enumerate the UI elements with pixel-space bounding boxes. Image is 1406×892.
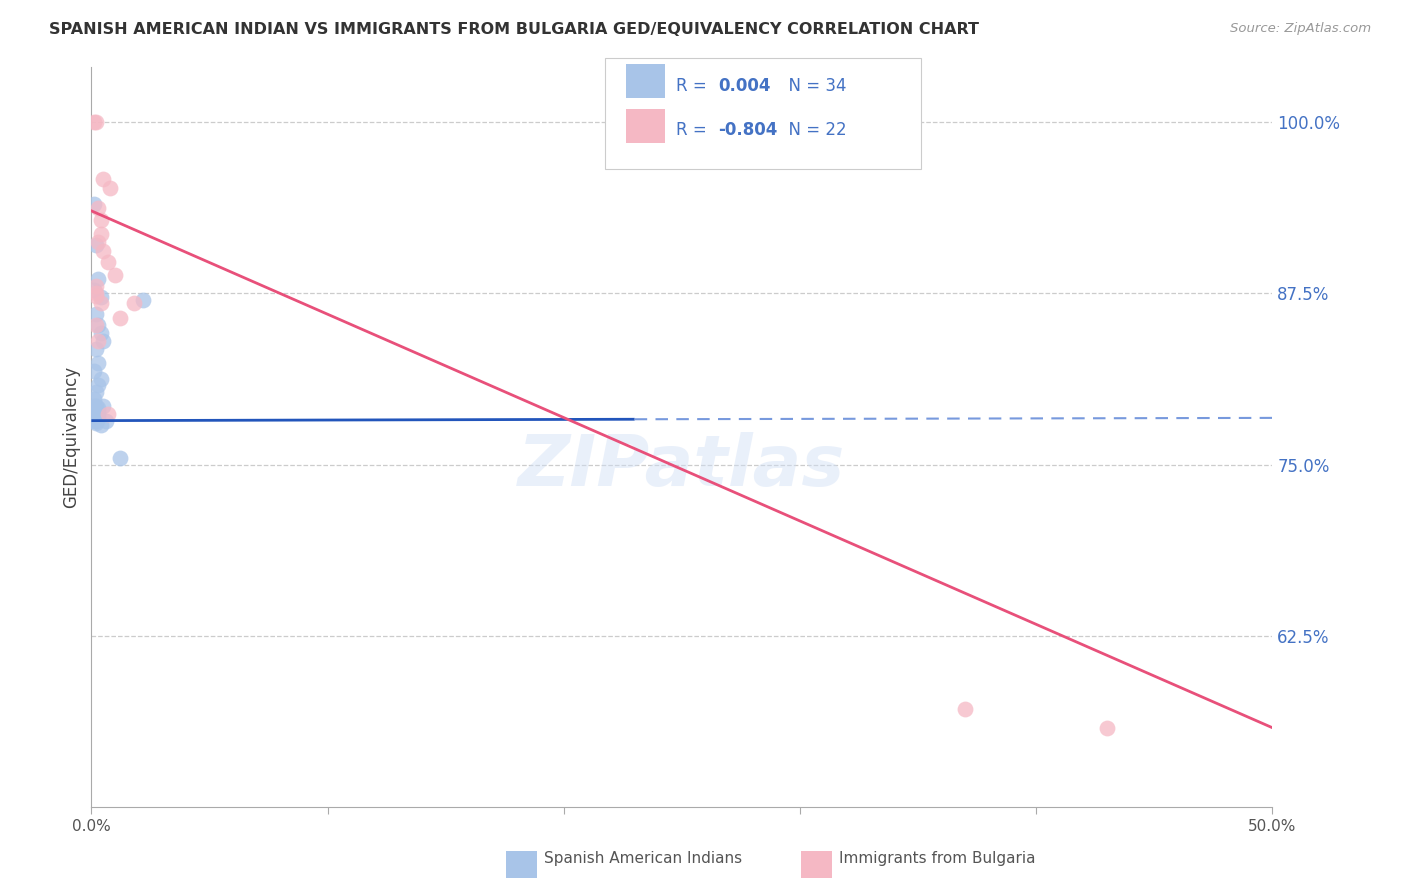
Point: [87, 401, 110, 416]
Point: [83, 114, 105, 128]
Point: [84, 307, 107, 321]
Point: [83, 284, 105, 298]
Point: [84, 417, 107, 431]
Point: [84, 289, 107, 303]
Point: [84, 238, 107, 252]
Point: [104, 268, 127, 283]
Point: [84, 286, 107, 301]
Text: Spanish American Indians: Spanish American Indians: [544, 851, 742, 865]
Point: [90, 213, 112, 227]
Point: [87, 378, 110, 392]
Point: [91, 399, 114, 413]
Text: N = 34: N = 34: [778, 77, 846, 95]
Point: [83, 364, 105, 378]
Text: R =: R =: [676, 121, 713, 139]
Point: [955, 701, 977, 715]
Point: [87, 272, 110, 286]
Point: [108, 310, 131, 325]
Y-axis label: GED/Equivalency: GED/Equivalency: [62, 366, 80, 508]
Text: Source: ZipAtlas.com: Source: ZipAtlas.com: [1230, 22, 1371, 36]
Point: [84, 318, 107, 332]
Text: R =: R =: [676, 77, 713, 95]
Point: [87, 334, 110, 348]
Text: 0.004: 0.004: [718, 77, 770, 95]
Point: [90, 326, 112, 340]
Point: [98, 180, 121, 194]
Point: [87, 405, 110, 419]
Point: [132, 293, 155, 307]
Point: [97, 407, 120, 421]
Point: [90, 227, 112, 242]
Point: [91, 172, 114, 186]
Point: [94, 414, 117, 428]
Point: [87, 410, 110, 425]
Point: [84, 399, 107, 413]
Point: [87, 235, 110, 250]
Point: [97, 254, 120, 268]
Point: [84, 114, 107, 128]
Point: [87, 356, 110, 370]
Point: [1095, 721, 1118, 735]
Point: [90, 372, 112, 386]
Point: [84, 414, 107, 428]
Text: SPANISH AMERICAN INDIAN VS IMMIGRANTS FROM BULGARIA GED/EQUIVALENCY CORRELATION : SPANISH AMERICAN INDIAN VS IMMIGRANTS FR…: [49, 22, 979, 37]
Point: [83, 392, 105, 406]
Point: [83, 404, 105, 418]
Text: -0.804: -0.804: [718, 121, 778, 139]
Text: N = 22: N = 22: [778, 121, 846, 139]
Point: [91, 334, 114, 348]
Point: [83, 410, 105, 425]
Point: [108, 450, 131, 465]
Point: [90, 290, 112, 304]
Point: [83, 399, 105, 413]
Point: [84, 412, 107, 426]
Point: [87, 407, 110, 421]
Point: [87, 201, 110, 215]
Point: [84, 410, 107, 425]
Text: Immigrants from Bulgaria: Immigrants from Bulgaria: [839, 851, 1036, 865]
Point: [90, 417, 112, 432]
Point: [84, 384, 107, 399]
Point: [91, 244, 114, 258]
Point: [87, 318, 110, 332]
Point: [84, 279, 107, 293]
Point: [84, 343, 107, 357]
Point: [90, 295, 112, 310]
Point: [83, 414, 105, 428]
Point: [83, 197, 105, 211]
Point: [122, 295, 145, 310]
Text: ZIPatlas: ZIPatlas: [519, 433, 845, 501]
